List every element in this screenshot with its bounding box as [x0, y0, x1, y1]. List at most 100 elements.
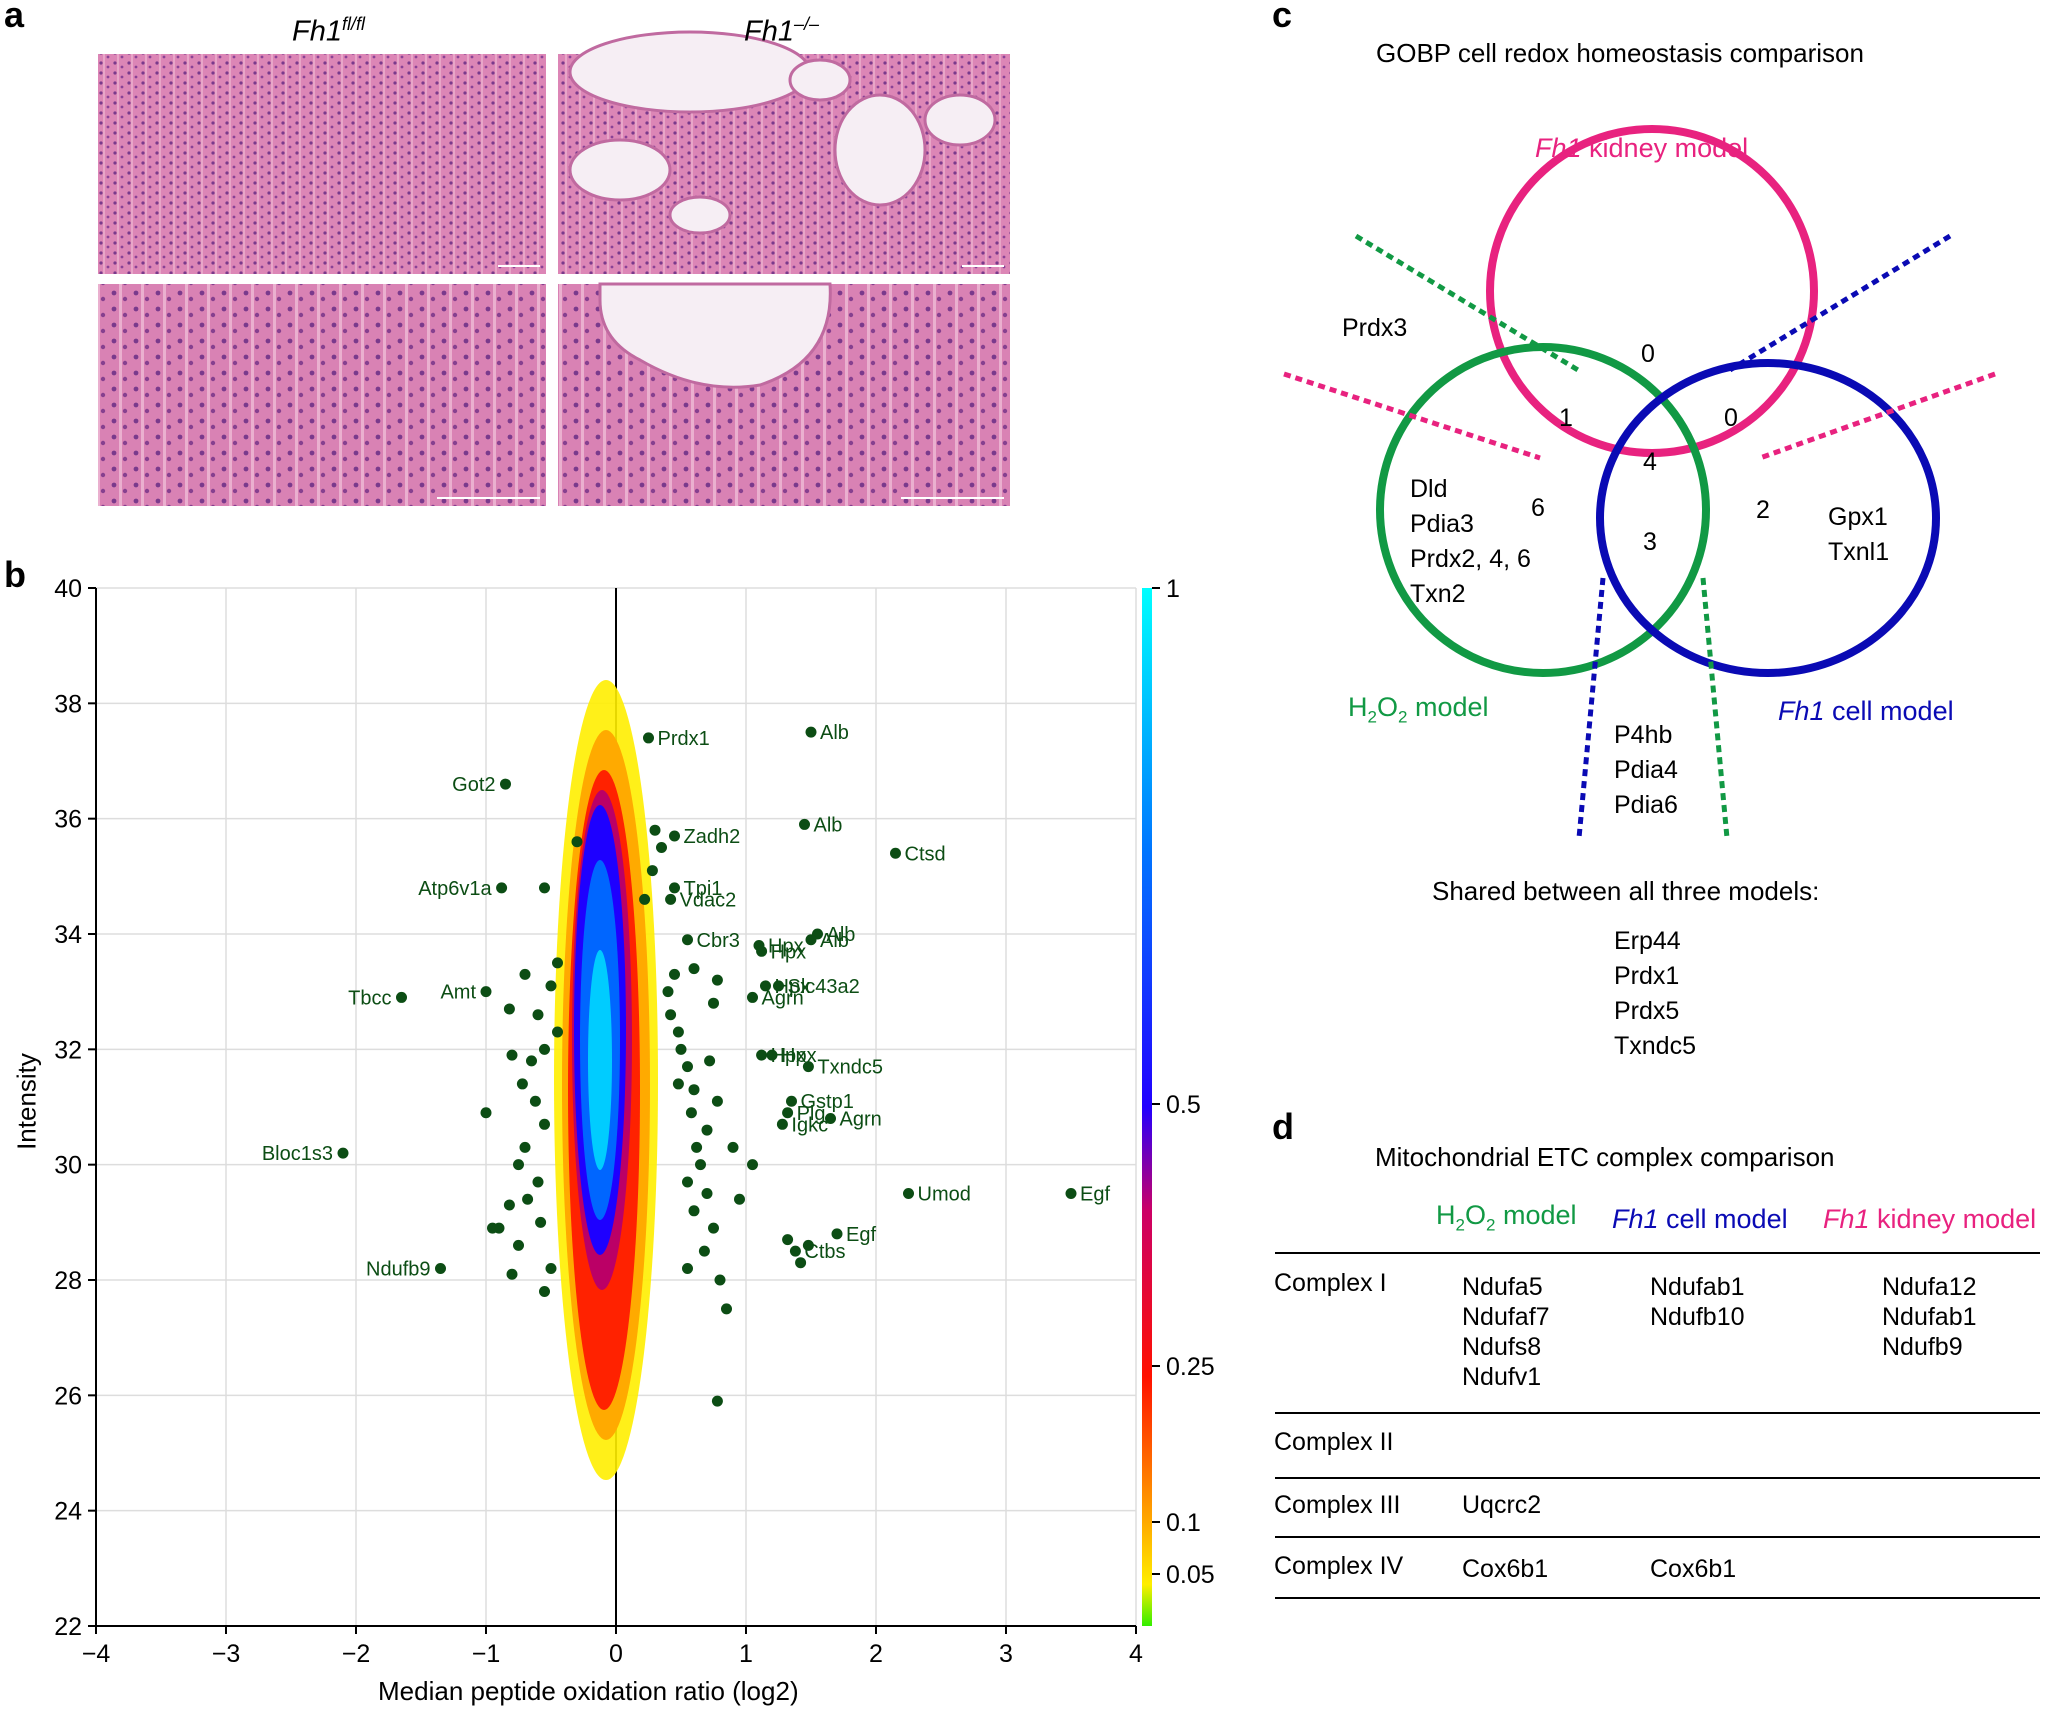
labeled-point: [669, 830, 680, 842]
knockout-cysts: [568, 30, 997, 235]
scale-bars: [437, 265, 1004, 499]
labeled-point: [782, 1107, 794, 1119]
point-label: Alb: [827, 924, 856, 946]
cell-complex3-h2o2: Uqcrc2: [1462, 1491, 1542, 1519]
venn-count-all: 4: [1643, 448, 1657, 476]
labeled-point: [756, 1049, 768, 1061]
outlier-point: [545, 1262, 557, 1274]
gene-item: Pdia6: [1614, 791, 1678, 819]
table-header-cell: Fh1 cell model: [1612, 1204, 1788, 1234]
gene-item: Erp44: [1614, 927, 1681, 955]
outlier-point: [480, 1107, 492, 1119]
outlier-point: [656, 842, 667, 853]
x-tick-label: 1: [739, 1640, 753, 1668]
outlier-point: [519, 968, 531, 980]
point-label: Gstp1: [801, 1091, 854, 1113]
labeled-point: [643, 732, 654, 744]
outlier-point: [529, 1095, 541, 1107]
x-tick-label: 3: [999, 1640, 1013, 1668]
y-tick-label: 24: [54, 1498, 82, 1526]
x-tick-label: 2: [869, 1640, 883, 1668]
outlier-point: [571, 836, 583, 848]
venn-circle-kidney: [1486, 125, 1818, 457]
outlier-point: [782, 1234, 794, 1246]
outlier-point: [669, 968, 680, 980]
outlier-point: [535, 1216, 547, 1228]
point-label: Vdac2: [680, 889, 737, 911]
outlier-point: [506, 1049, 518, 1061]
point-label: Cbr3: [697, 930, 740, 952]
outlier-point: [682, 1061, 693, 1073]
venn-count-kidney-only: 0: [1641, 340, 1655, 368]
gene-item: Gpx1: [1828, 503, 1888, 531]
cell-complex1-h2o2: Ndufa5 Ndufaf7 Ndufs8 Ndufv1: [1462, 1272, 1550, 1392]
venn-count-kidney-cell: 0: [1724, 404, 1738, 432]
table-row-complex-2: Complex II: [1274, 1428, 1394, 1456]
labeled-point: [435, 1262, 446, 1274]
venn-count-h2o2-cell: 3: [1643, 528, 1657, 556]
outlier-point: [708, 1222, 719, 1234]
outlier-point: [802, 1239, 814, 1251]
outlier-point: [711, 1395, 723, 1407]
complex-name: Complex I: [1274, 1269, 1387, 1297]
labeled-point: [773, 980, 784, 992]
outlier-point: [714, 1274, 726, 1286]
labeled-point: [669, 882, 680, 894]
cell-complex4-h2o2: Cox6b1: [1462, 1555, 1549, 1583]
labeled-point: [903, 1188, 914, 1199]
point-label: Alb: [820, 930, 849, 952]
point-label: Egf: [1080, 1184, 1110, 1206]
gene-item: Ndufa12: [1882, 1273, 1977, 1301]
density-cloud: [554, 680, 658, 1480]
outlier-point: [513, 1159, 524, 1171]
column-header-knockout: Fh1–/–: [744, 14, 820, 48]
x-tick-label: −3: [212, 1640, 241, 1668]
outlier-point: [519, 1141, 531, 1153]
outlier-point: [526, 1055, 537, 1067]
outlier-point: [682, 1176, 693, 1188]
point-label: Slc43a2: [788, 976, 860, 998]
outlier-point: [539, 882, 550, 894]
colorbar: [1142, 588, 1152, 1626]
outlier-point: [506, 1268, 518, 1280]
gene-item: Ndufv1: [1462, 1363, 1542, 1391]
outlier-point: [685, 1107, 697, 1119]
cell-complex1-kidney: Ndufa12 Ndufab1 Ndufb9: [1882, 1272, 1977, 1362]
venn-label-kidney: Fh1 kidney model: [1535, 133, 1749, 163]
outlier-point: [639, 893, 651, 905]
gene-item: Ndufs8: [1462, 1333, 1542, 1361]
y-tick-label: 32: [54, 1036, 82, 1064]
point-label: Txndc5: [817, 1057, 883, 1079]
column-header-control: Fh1fl/fl: [292, 14, 365, 48]
x-tick-label: −2: [342, 1640, 371, 1668]
colorbar-tick-label: 0.25: [1166, 1353, 1215, 1381]
labeled-point: [766, 1049, 778, 1061]
outlier-point: [688, 1084, 700, 1096]
outlier-point: [487, 1222, 498, 1234]
outlier-point: [675, 1043, 687, 1055]
point-label: Zadh2: [684, 826, 741, 848]
labeled-point: [396, 991, 407, 1003]
outlier-point: [704, 1055, 716, 1067]
venn-cell-only-genes: Gpx1 Txnl1: [1828, 500, 1889, 570]
point-label: Egf: [846, 1224, 876, 1246]
point-label: Hpx: [775, 976, 811, 998]
outlier-point: [522, 1193, 534, 1205]
labeled-point: [1065, 1188, 1077, 1199]
labeled-point: [805, 726, 817, 738]
gene-item: Ndufb9: [1882, 1333, 1963, 1361]
shared-genes: Erp44 Prdx1 Prdx5 Txndc5: [1614, 924, 1696, 1064]
point-label: Alb: [820, 722, 849, 744]
outlier-point: [711, 974, 723, 986]
outlier-point: [672, 1026, 684, 1038]
cell-complex4-cell: Cox6b1: [1650, 1555, 1737, 1583]
outlier-point: [711, 1095, 723, 1107]
point-label: Tpi1: [684, 878, 723, 900]
cell-complex1-cell: Ndufab1 Ndufb10: [1650, 1272, 1745, 1332]
point-label: Alb: [814, 814, 843, 836]
gene-item: Ndufb10: [1650, 1303, 1745, 1331]
y-tick-label: 38: [54, 690, 82, 718]
y-tick-label: 22: [54, 1613, 82, 1641]
labeled-point: [825, 1113, 836, 1125]
gene-item: P4hb: [1614, 721, 1673, 749]
